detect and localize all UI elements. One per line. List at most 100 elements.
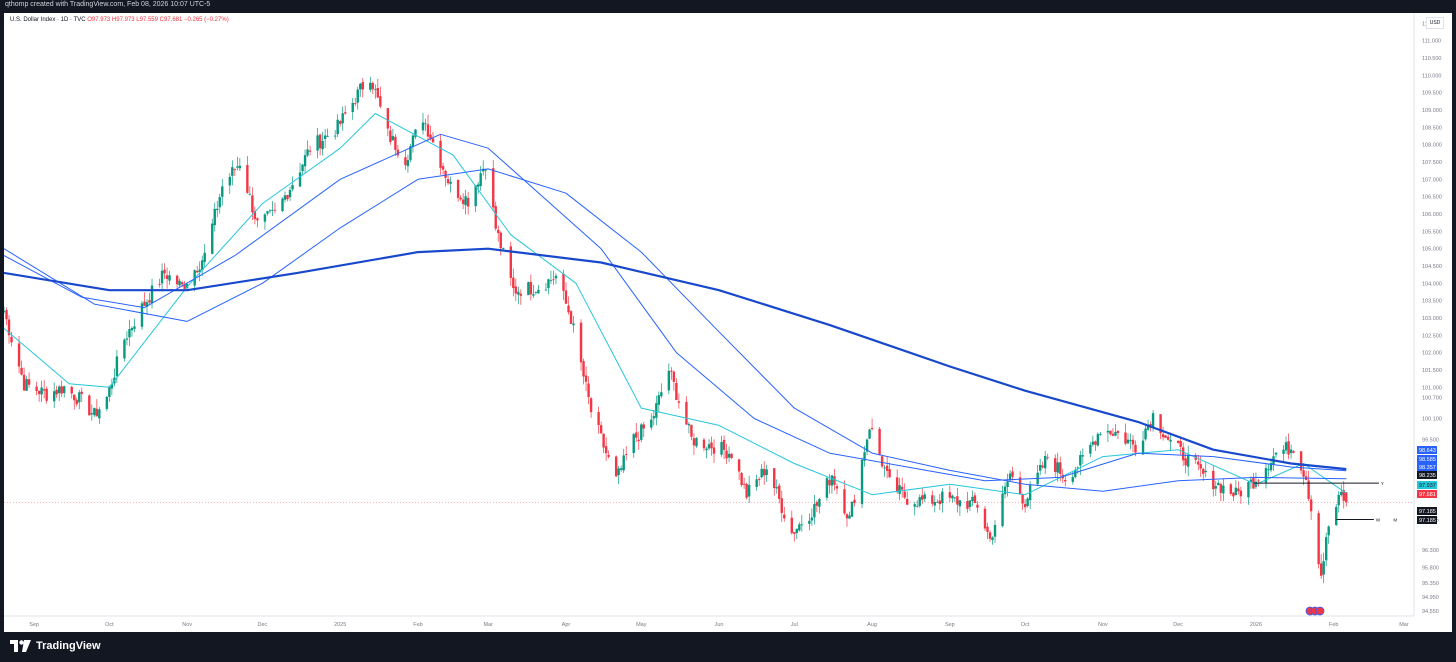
candle-body [421, 122, 425, 131]
footer-bar: TradingView [0, 632, 1456, 662]
candle-body [808, 520, 811, 524]
candle-body [394, 136, 397, 150]
candle [441, 162, 445, 175]
candle [973, 492, 977, 504]
candle [371, 81, 375, 94]
chart-panel[interactable]: YWM111.500111.000110.500110.000109.50010… [4, 13, 1452, 632]
candle [1342, 481, 1345, 509]
time-tick-label: Aug [867, 622, 877, 628]
candle [1299, 451, 1303, 474]
price-tick-label: 95.800 [1422, 565, 1439, 571]
candle [675, 378, 678, 401]
candle-body [552, 279, 555, 281]
candle-body [183, 284, 186, 289]
candle-body [439, 140, 442, 168]
candle-body [484, 169, 487, 171]
candle [692, 433, 696, 455]
candle [853, 494, 856, 507]
candle-body [747, 484, 751, 497]
candle [544, 282, 548, 291]
candle-body [870, 428, 874, 430]
candle [1106, 423, 1110, 443]
candle-body [52, 391, 56, 402]
candle [783, 506, 786, 522]
candle [175, 274, 179, 288]
candle [439, 134, 442, 175]
brand-name: TradingView [36, 640, 101, 652]
candle-body [655, 403, 658, 418]
level-label-w: W [1376, 517, 1381, 522]
candle [986, 522, 989, 540]
candle-body [921, 495, 924, 500]
candle [1094, 440, 1097, 452]
ohlc-readout: O97.973 H97.973 L97.559 C97.681 −0.265 (… [87, 17, 229, 23]
candle [1307, 470, 1310, 502]
candle [1282, 445, 1285, 462]
candle-body [880, 456, 884, 467]
candle [567, 296, 570, 315]
candle-body [203, 252, 206, 262]
candle [158, 278, 161, 288]
time-tick-label: Oct [105, 622, 114, 628]
candle [20, 360, 23, 376]
candle [1131, 435, 1135, 453]
candle [512, 268, 515, 297]
candle [1038, 458, 1042, 476]
candle-body [614, 456, 618, 477]
candle [657, 391, 661, 413]
candle-body [1269, 463, 1273, 471]
candle-body [253, 211, 257, 220]
time-tick-label: Feb [1329, 622, 1338, 628]
candle [589, 396, 593, 418]
candle-body [1307, 480, 1310, 500]
candle [379, 86, 382, 109]
candle-body [1340, 492, 1343, 496]
candle-body [519, 293, 523, 296]
price-chart[interactable]: YWM111.500111.000110.500110.000109.50010… [4, 13, 1452, 632]
price-tick-label: 104.000 [1422, 281, 1442, 287]
moving-average-line-4 [4, 247, 1347, 471]
price-tick-label: 109.000 [1422, 108, 1442, 114]
candle [1023, 498, 1027, 513]
candle-body [815, 502, 819, 506]
candle-body [968, 500, 972, 508]
candle-body [918, 497, 921, 506]
candle-body [512, 277, 515, 289]
candle-body [256, 218, 259, 221]
price-label-tag: 97.185 [1417, 516, 1437, 524]
candle-body [670, 370, 673, 372]
candle-body [913, 504, 916, 507]
candle-body [266, 211, 269, 214]
candle [411, 133, 415, 153]
price-label-box [1417, 455, 1437, 463]
candle-body [1234, 487, 1238, 496]
candle [216, 201, 219, 218]
candle [798, 522, 801, 532]
candle-body [150, 285, 154, 304]
candle [499, 231, 502, 256]
candle [582, 358, 585, 385]
candle [497, 225, 500, 242]
candle-body [941, 491, 944, 504]
candle [622, 448, 625, 473]
candle-body [354, 103, 357, 105]
candle-body [1144, 428, 1147, 440]
candle [1317, 510, 1320, 569]
candle-body [1237, 488, 1240, 492]
candle-body [1199, 464, 1202, 469]
candle [80, 387, 83, 402]
candle-body [953, 497, 957, 499]
candle-body [800, 524, 804, 526]
candle-body [389, 130, 392, 142]
currency-unit[interactable]: USD [1426, 17, 1444, 29]
candle [406, 154, 410, 173]
candle-body [494, 206, 497, 229]
candle [1237, 481, 1240, 495]
price-tick-label: 99.500 [1422, 437, 1439, 443]
candle-body [1309, 499, 1313, 512]
candle [690, 424, 693, 441]
candle [1096, 432, 1100, 447]
price-label-box [1417, 490, 1437, 498]
candle [602, 433, 605, 454]
candle-body [584, 375, 588, 382]
